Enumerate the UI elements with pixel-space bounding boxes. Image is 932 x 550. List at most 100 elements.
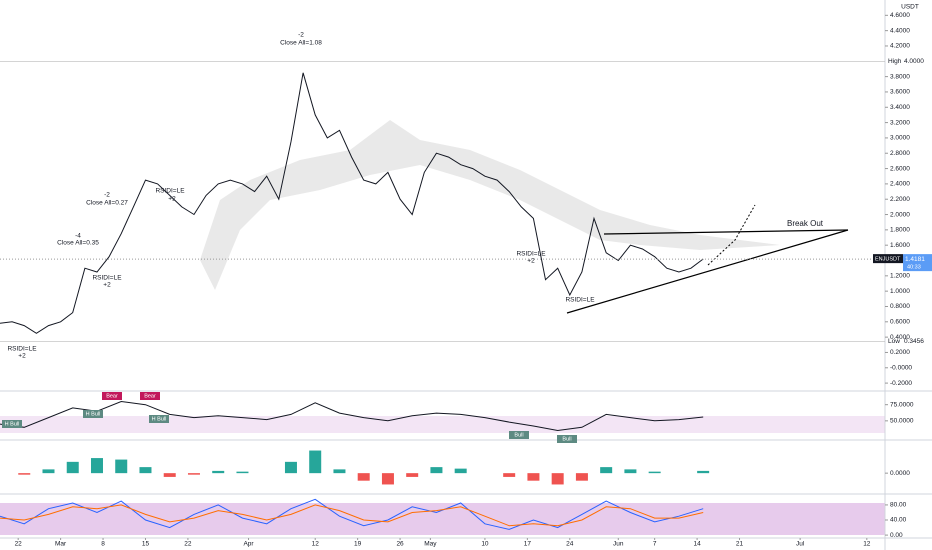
stoch-band — [0, 503, 885, 535]
y-tick-label: 2.8000 — [890, 150, 910, 157]
y-tick-label: 2.0000 — [890, 211, 910, 218]
y-tick-label: 1.6000 — [890, 242, 910, 249]
histogram-bar — [66, 461, 79, 474]
histogram-bar — [187, 473, 200, 475]
y-tick-label: 4.6000 — [890, 12, 910, 19]
histogram-bar — [454, 468, 467, 474]
signal-label: H Bull — [5, 421, 20, 427]
y-tick-label: 1.2000 — [890, 273, 910, 280]
signal-box — [102, 392, 122, 400]
series-line — [0, 498, 704, 530]
y-tick-label: 4.4000 — [890, 27, 910, 34]
histogram-bar — [18, 473, 31, 475]
x-tick-label: Jun — [613, 541, 624, 548]
signal-label: H Bull — [152, 416, 167, 422]
series-line — [0, 72, 704, 334]
y-tick-label: 0.2000 — [890, 349, 910, 356]
x-tick-label: May — [424, 541, 437, 548]
histogram-bar — [115, 459, 128, 474]
histogram-bar — [309, 450, 322, 474]
x-tick-label: Apr — [243, 541, 254, 548]
histogram-bar — [236, 471, 249, 474]
x-tick-label: 7 — [653, 541, 657, 548]
y-tick-label: 4.2000 — [890, 43, 910, 50]
level-name: High — [888, 58, 902, 65]
trend-line — [566, 229, 849, 314]
ichimoku-cloud — [200, 120, 780, 290]
y-tick-label: 0.00 — [890, 532, 903, 539]
x-tick-label: 19 — [354, 541, 362, 548]
signal-box — [509, 431, 529, 439]
annotation: +2 — [168, 196, 176, 203]
symbol-box — [873, 254, 903, 264]
currency: USDT — [901, 4, 919, 11]
signal-box — [83, 410, 103, 418]
histogram-bar — [430, 467, 443, 474]
annotation: Close All=0.27 — [86, 200, 128, 207]
histogram-bar — [163, 473, 176, 477]
signal-box — [149, 415, 169, 423]
y-tick-label: 80.00 — [890, 502, 907, 509]
x-tick-label: 12 — [312, 541, 320, 548]
projection — [707, 204, 756, 266]
x-tick-label: 14 — [693, 541, 701, 548]
annotation: RSIDI=LE — [516, 251, 546, 258]
x-tick-label: 22 — [15, 541, 23, 548]
histogram-bar — [139, 467, 152, 474]
x-tick-label: 24 — [566, 541, 574, 548]
y-tick-label: 1.8000 — [890, 227, 910, 234]
symbol: ENJUSDT — [875, 257, 901, 263]
x-tick-label: 17 — [524, 541, 532, 548]
x-tick-label: 21 — [736, 541, 744, 548]
y-tick-label: 0.8000 — [890, 303, 910, 310]
annotation: -2 — [298, 32, 304, 39]
y-tick-label: 2.4000 — [890, 181, 910, 188]
level-value: 0.3456 — [904, 338, 924, 345]
y-tick-label: 3.8000 — [890, 73, 910, 80]
y-tick-label: 2.2000 — [890, 196, 910, 203]
level-value: 4.0000 — [904, 58, 924, 65]
y-tick-label: 75.0000 — [890, 401, 914, 408]
last-price: 1.4181 — [905, 256, 925, 263]
y-tick-label: 3.0000 — [890, 135, 910, 142]
y-tick-label: 3.2000 — [890, 119, 910, 126]
x-tick-label: 26 — [396, 541, 404, 548]
y-tick-label: 0.4000 — [890, 334, 910, 341]
histogram-bar — [357, 473, 370, 481]
histogram-bar — [527, 473, 540, 481]
annotation: +2 — [103, 282, 111, 289]
annotation: -2 — [104, 192, 110, 199]
y-tick-label: 50.0000 — [890, 418, 914, 425]
annotation: Close All=0.35 — [57, 240, 99, 247]
y-tick-label: 0.6000 — [890, 319, 910, 326]
x-tick-label: 10 — [481, 541, 489, 548]
annotation: +2 — [18, 353, 26, 360]
x-tick-label: Mar — [55, 541, 67, 548]
signal-label: Bear — [106, 393, 118, 399]
annotation: -4 — [75, 233, 81, 240]
histogram-bar — [406, 473, 419, 477]
x-tick-label: 8 — [101, 541, 105, 548]
y-tick-label: -0.2000 — [890, 380, 912, 387]
signal-box — [557, 435, 577, 443]
annotation: +2 — [527, 258, 535, 265]
annotation: RSIDI=LE — [155, 188, 185, 195]
annotation: RSIDI=LE — [565, 297, 595, 304]
rsi-band — [0, 416, 885, 433]
countdown: 40:33 — [907, 265, 921, 271]
histogram-bar — [503, 473, 516, 477]
histogram-bar — [212, 470, 225, 474]
x-tick-label: 22 — [184, 541, 192, 548]
histogram-bar — [284, 461, 297, 474]
histogram-bar — [42, 469, 55, 474]
histogram-bar — [648, 471, 661, 474]
trend-line — [603, 229, 849, 235]
annotation: RSIDI=LE — [92, 275, 122, 282]
histogram-bar — [624, 469, 637, 474]
y-tick-label: 40.00 — [890, 517, 907, 524]
x-tick-label: 12 — [863, 541, 871, 548]
signal-box — [2, 420, 22, 428]
y-tick-label: 3.4000 — [890, 104, 910, 111]
